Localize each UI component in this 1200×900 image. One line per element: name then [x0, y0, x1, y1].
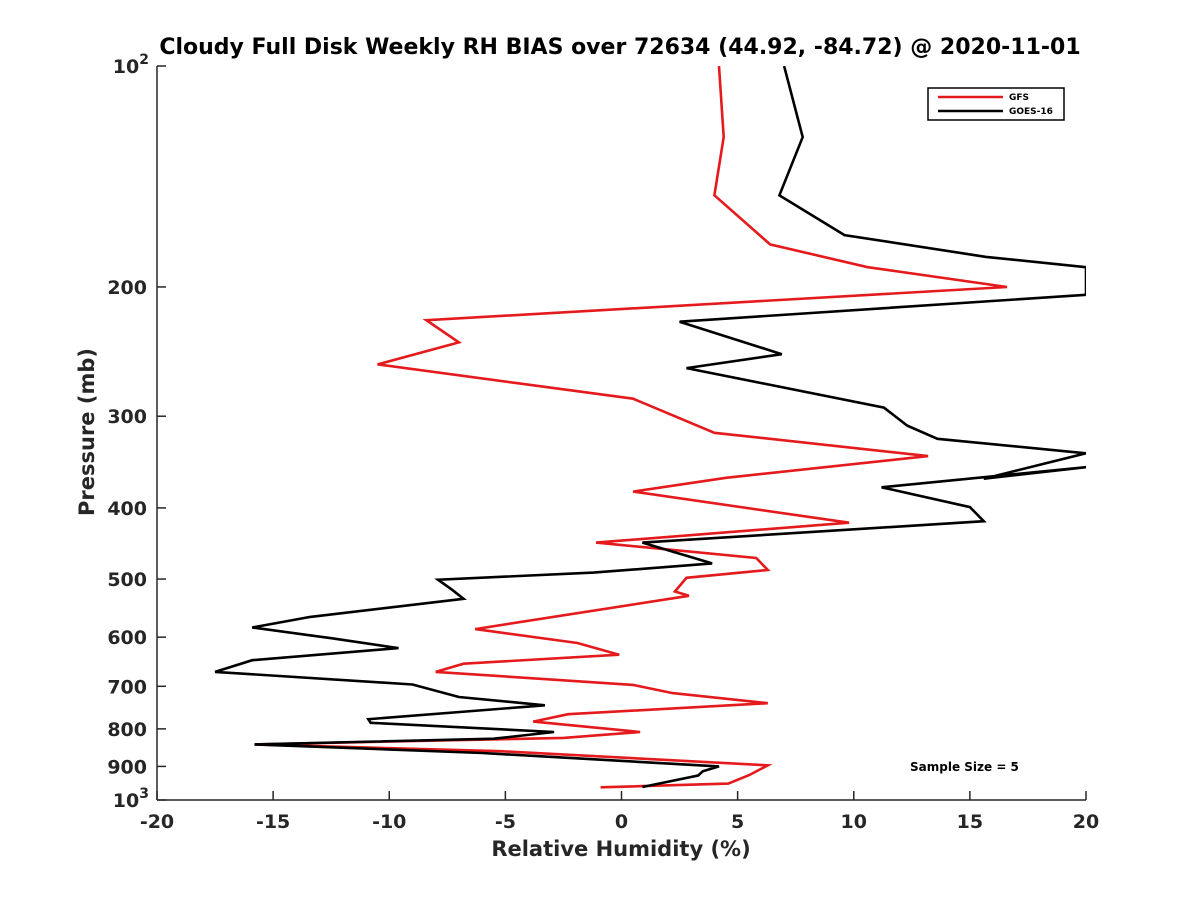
x-tick-label: 0 — [615, 811, 628, 833]
sample-size-annotation: Sample Size = 5 — [910, 760, 1019, 774]
y-tick-label: 200 — [107, 277, 147, 299]
y-tick-label: 103 — [113, 786, 149, 812]
y-tick-label: 900 — [107, 756, 147, 778]
legend: GFS GOES-16 — [927, 87, 1065, 121]
x-tick-label: -5 — [495, 811, 516, 833]
legend-box — [927, 87, 1065, 121]
plot-area: -20 -15 -10 -5 0 5 10 15 20 102 200 300 400 500 600 700… — [107, 52, 1099, 833]
x-axis-label: Relative Humidity (%) — [491, 837, 750, 861]
x-tick-label: -20 — [140, 811, 174, 833]
series-line-gfs — [254, 66, 1008, 789]
y-tick-label: 102 — [113, 52, 149, 78]
series-line-goes16 — [214, 66, 1086, 789]
x-tick-label: -10 — [372, 811, 406, 833]
x-tick-label: 20 — [1073, 811, 1099, 833]
chart-title: Cloudy Full Disk Weekly RH BIAS over 726… — [159, 35, 1080, 60]
legend-label-gfs: GFS — [1009, 93, 1029, 103]
x-tick-label: -15 — [256, 811, 290, 833]
y-tick-label: 800 — [107, 719, 147, 741]
x-tick-label: 15 — [957, 811, 983, 833]
y-tick-label: 500 — [107, 569, 147, 591]
y-tick-label: 300 — [107, 406, 147, 428]
y-axis-label: Pressure (mb) — [75, 348, 99, 516]
x-tick-label: 10 — [841, 811, 867, 833]
x-tick-label: 5 — [731, 811, 744, 833]
y-tick-label: 700 — [107, 676, 147, 698]
y-tick-label: 600 — [107, 627, 147, 649]
legend-label-goes16: GOES-16 — [1009, 107, 1053, 117]
y-tick-label: 400 — [107, 498, 147, 520]
